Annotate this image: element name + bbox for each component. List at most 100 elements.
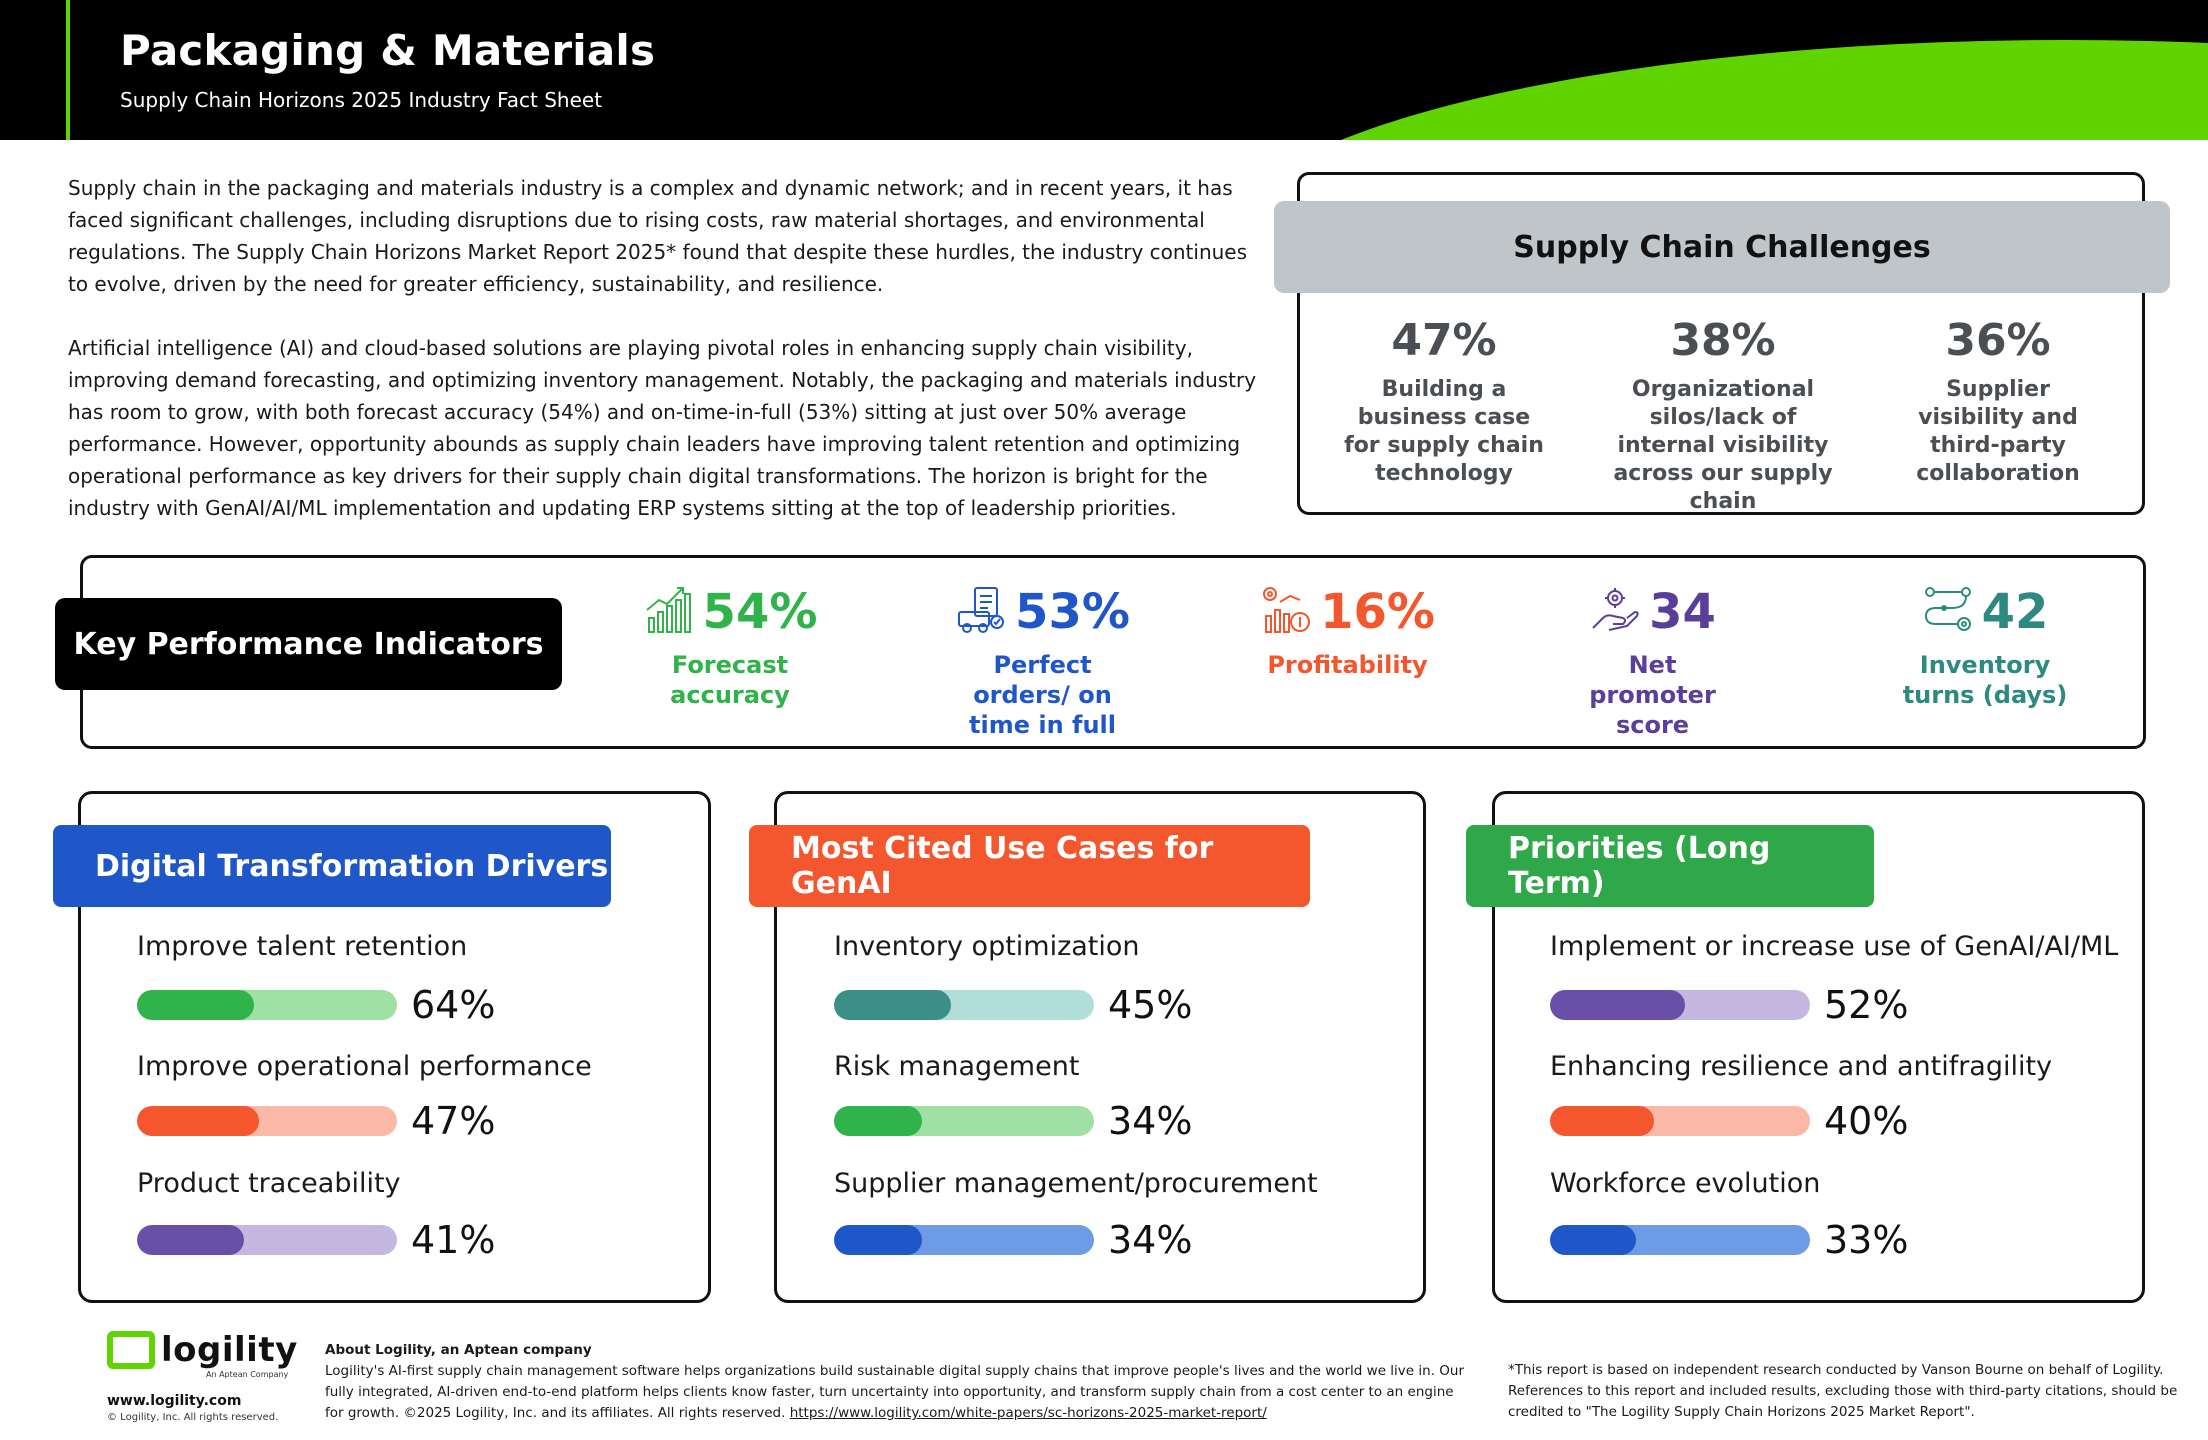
metric-bar bbox=[1550, 1106, 1810, 1136]
metric-item: Supplier management/procurement 34% bbox=[834, 1168, 1318, 1262]
kpi-label: Profitability bbox=[1267, 651, 1428, 679]
kpi-label: Perfect orders/ on time in full bbox=[969, 651, 1116, 739]
metric-pct: 33% bbox=[1824, 1218, 1909, 1262]
challenge-item: 38% Organizational silos/lack of interna… bbox=[1578, 315, 1868, 516]
metric-item: Inventory optimization 45% bbox=[834, 931, 1192, 1027]
priorities-panel bbox=[1492, 791, 2145, 1303]
challenge-pct: 36% bbox=[1945, 315, 2051, 366]
page-header: Packaging & Materials Supply Chain Horiz… bbox=[0, 0, 2208, 140]
metric-bar-fill bbox=[1550, 1225, 1636, 1255]
copyright: © Logility, Inc. All rights reserved. bbox=[107, 1412, 279, 1423]
metric-name: Implement or increase use of GenAI/AI/ML bbox=[1550, 931, 2119, 962]
metric-bar-fill bbox=[137, 1106, 260, 1136]
metric-item: Improve operational performance 47% bbox=[137, 1051, 592, 1143]
metric-pct: 45% bbox=[1108, 983, 1193, 1027]
metric-item: Implement or increase use of GenAI/AI/ML… bbox=[1550, 931, 2118, 1027]
metric-bar-fill bbox=[1550, 990, 1686, 1020]
supply-chain-challenges-box: Supply Chain Challenges 47% Building a b… bbox=[1274, 172, 2170, 516]
hand-gear-icon bbox=[1589, 584, 1641, 640]
challenge-label: Organizational silos/lack of internal vi… bbox=[1613, 377, 1833, 514]
metric-bar-fill bbox=[834, 1106, 923, 1136]
about-text: Logility's AI-first supply chain managem… bbox=[325, 1363, 1465, 1421]
metric-bar bbox=[1550, 1225, 1810, 1255]
metric-name: Supplier management/procurement bbox=[834, 1168, 1318, 1199]
kpi-value: 16% bbox=[1320, 584, 1435, 640]
kpi-label: Inventory turns (days) bbox=[1902, 651, 2068, 709]
intro-paragraph-1: Supply chain in the packaging and materi… bbox=[68, 176, 1248, 296]
kpi-label: Forecast accuracy bbox=[670, 651, 790, 709]
kpi-value: 53% bbox=[1015, 584, 1130, 640]
about-title: About Logility, an Aptean company bbox=[325, 1342, 592, 1358]
challenge-pct: 38% bbox=[1670, 315, 1776, 366]
challenges-title: Supply Chain Challenges bbox=[1274, 201, 2170, 293]
metric-pct: 52% bbox=[1824, 983, 1909, 1027]
kpi-label: Net promoter score bbox=[1589, 651, 1716, 739]
metric-item: Improve talent retention 64% bbox=[137, 931, 495, 1027]
bar-chart-icon bbox=[643, 584, 695, 640]
logo-subtitle: An Aptean Company bbox=[206, 1370, 289, 1379]
report-link[interactable]: https://www.logility.com/white-papers/sc… bbox=[789, 1405, 1267, 1421]
metric-bar bbox=[1550, 990, 1810, 1020]
header-accent-line bbox=[66, 0, 70, 140]
metric-name: Enhancing resilience and antifragility bbox=[1550, 1051, 2053, 1082]
metric-pct: 47% bbox=[411, 1099, 496, 1143]
header-green-arc bbox=[1215, 40, 2208, 140]
drivers-title: Digital Transformation Drivers bbox=[53, 825, 611, 907]
metric-pct: 64% bbox=[411, 983, 496, 1027]
metric-bar bbox=[137, 990, 397, 1020]
footnote: *This report is based on independent res… bbox=[1508, 1362, 2178, 1420]
logo-mark-icon bbox=[107, 1331, 155, 1369]
metric-bar-fill bbox=[137, 990, 254, 1020]
intro-paragraph-2: Artificial intelligence (AI) and cloud-b… bbox=[68, 336, 1257, 520]
website-link[interactable]: www.logility.com bbox=[107, 1393, 242, 1409]
kpi-value: 54% bbox=[702, 584, 818, 640]
metric-name: Workforce evolution bbox=[1550, 1168, 1821, 1199]
metric-pct: 34% bbox=[1108, 1218, 1193, 1262]
challenges-list: 47% Building a business case for supply … bbox=[1300, 315, 2142, 516]
page-subtitle: Supply Chain Horizons 2025 Industry Fact… bbox=[120, 88, 603, 112]
route-icon bbox=[1922, 584, 1974, 640]
metric-bar-fill bbox=[137, 1225, 244, 1255]
metric-item: Risk management 34% bbox=[834, 1051, 1192, 1143]
challenge-item: 36% Supplier visibility and third-party … bbox=[1868, 315, 2128, 516]
metric-name: Improve talent retention bbox=[137, 931, 468, 962]
metric-bar bbox=[137, 1225, 397, 1255]
metric-item: Enhancing resilience and antifragility 4… bbox=[1550, 1051, 2052, 1143]
metric-name: Product traceability bbox=[137, 1168, 401, 1199]
metric-name: Improve operational performance bbox=[137, 1051, 592, 1082]
metric-name: Risk management bbox=[834, 1051, 1080, 1082]
metric-item: Workforce evolution 33% bbox=[1550, 1168, 1908, 1262]
metric-bar bbox=[834, 1225, 1094, 1255]
metric-bar bbox=[834, 990, 1094, 1020]
metric-pct: 41% bbox=[411, 1218, 496, 1262]
metric-bar-fill bbox=[1550, 1106, 1654, 1136]
logo-text: logility bbox=[161, 1330, 298, 1370]
metric-name: Inventory optimization bbox=[834, 931, 1140, 962]
metric-bar-fill bbox=[834, 990, 951, 1020]
genai-title: Most Cited Use Cases for GenAI bbox=[749, 825, 1310, 907]
genai-panel bbox=[774, 791, 1426, 1303]
kpi-net-promoter: 34 Net promoter score bbox=[1565, 578, 1740, 740]
metric-pct: 34% bbox=[1108, 1099, 1193, 1143]
kpi-inventory-turns: 42 Inventory turns (days) bbox=[1880, 578, 2090, 710]
intro-text: Supply chain in the packaging and materi… bbox=[68, 172, 1268, 556]
challenge-label: Supplier visibility and third-party coll… bbox=[1916, 377, 2080, 486]
delivery-truck-icon bbox=[955, 584, 1007, 640]
metric-item: Product traceability 41% bbox=[137, 1168, 495, 1262]
page-title: Packaging & Materials bbox=[120, 26, 656, 75]
challenge-item: 47% Building a business case for supply … bbox=[1310, 315, 1578, 516]
kpi-forecast-accuracy: 54% Forecast accuracy bbox=[640, 578, 820, 710]
about-section: About Logility, an Aptean company Logili… bbox=[325, 1340, 1475, 1424]
drivers-panel bbox=[78, 791, 711, 1303]
logility-logo[interactable]: logility bbox=[107, 1330, 298, 1370]
kpi-value: 34 bbox=[1649, 584, 1716, 640]
challenge-label: Building a business case for supply chai… bbox=[1344, 377, 1544, 486]
metric-bar bbox=[834, 1106, 1094, 1136]
priorities-title: Priorities (Long Term) bbox=[1466, 825, 1874, 907]
kpi-title: Key Performance Indicators bbox=[55, 598, 562, 690]
kpi-value: 42 bbox=[1981, 584, 2049, 640]
challenge-pct: 47% bbox=[1391, 315, 1497, 366]
metric-pct: 40% bbox=[1824, 1099, 1909, 1143]
metric-bar bbox=[137, 1106, 397, 1136]
profit-chart-icon bbox=[1260, 584, 1312, 640]
